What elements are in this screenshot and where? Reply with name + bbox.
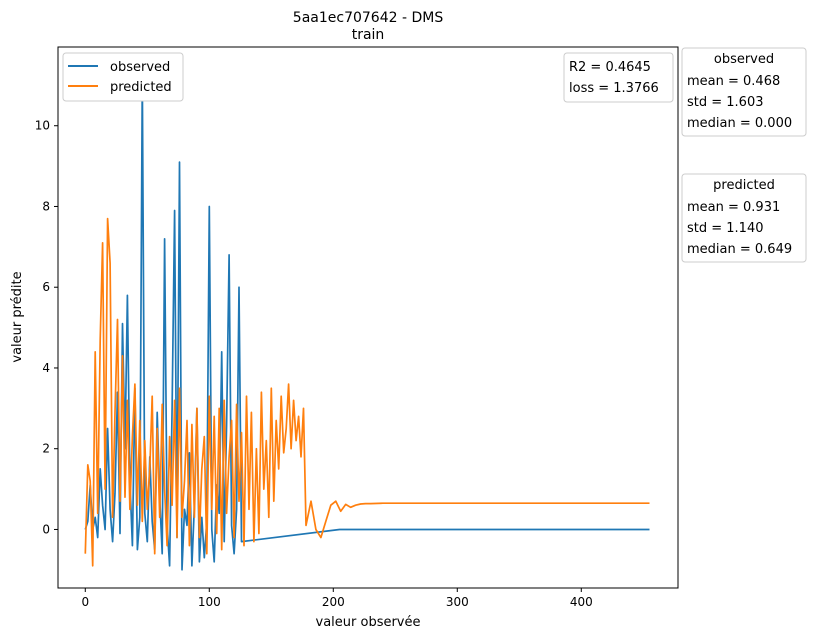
chart-subtitle: train: [352, 27, 385, 43]
x-tick-label: 200: [322, 595, 345, 609]
plot-area: 0 100 200 300 400 0 2 4 6 8 10: [35, 46, 679, 609]
predicted-stats-box: predicted mean = 0.931 std = 1.140 media…: [681, 173, 807, 263]
axes-frame: [57, 46, 679, 589]
observed-stats-title: observed: [714, 52, 774, 67]
predicted-stats-std: std = 1.140: [687, 221, 764, 236]
series-layer: [84, 76, 650, 571]
y-axis-label: valeur prédite: [10, 271, 25, 362]
y-axis: 0 2 4 6 8 10: [35, 119, 58, 536]
chart-title: 5aa1ec707642 - DMS: [293, 10, 444, 26]
x-axis-label: valeur observée: [316, 615, 421, 630]
legend-label-observed: observed: [110, 60, 170, 75]
metrics-box-frame: [563, 52, 674, 103]
observed-stats-box: observed mean = 0.468 std = 1.603 median…: [681, 47, 807, 137]
y-tick-label: 10: [35, 119, 50, 133]
y-tick-label: 8: [42, 199, 50, 213]
metrics-box: R2 = 0.4645 loss = 1.3766: [563, 52, 674, 103]
series-line-observed: [84, 76, 650, 571]
x-tick-label: 400: [570, 595, 593, 609]
legend-label-predicted: predicted: [110, 80, 172, 95]
y-tick-label: 6: [42, 280, 50, 294]
y-tick-label: 2: [42, 442, 50, 456]
y-tick-label: 0: [42, 522, 50, 536]
x-tick-label: 0: [81, 595, 89, 609]
x-tick-label: 300: [446, 595, 469, 609]
observed-stats-std: std = 1.603: [687, 95, 764, 110]
metric-r2: R2 = 0.4645: [569, 60, 651, 75]
predicted-stats-title: predicted: [713, 178, 775, 193]
legend: observed predicted: [62, 52, 184, 102]
x-tick-label: 100: [198, 595, 221, 609]
metric-loss: loss = 1.3766: [569, 81, 659, 96]
predicted-stats-median: median = 0.649: [687, 242, 792, 257]
observed-stats-median: median = 0.000: [687, 116, 792, 131]
predicted-stats-mean: mean = 0.931: [687, 200, 780, 215]
y-tick-label: 4: [42, 361, 50, 375]
observed-stats-frame: [681, 47, 807, 137]
predicted-stats-frame: [681, 173, 807, 263]
series-line-predicted: [84, 217, 650, 567]
x-axis: 0 100 200 300 400: [81, 588, 593, 609]
observed-stats-mean: mean = 0.468: [687, 74, 780, 89]
